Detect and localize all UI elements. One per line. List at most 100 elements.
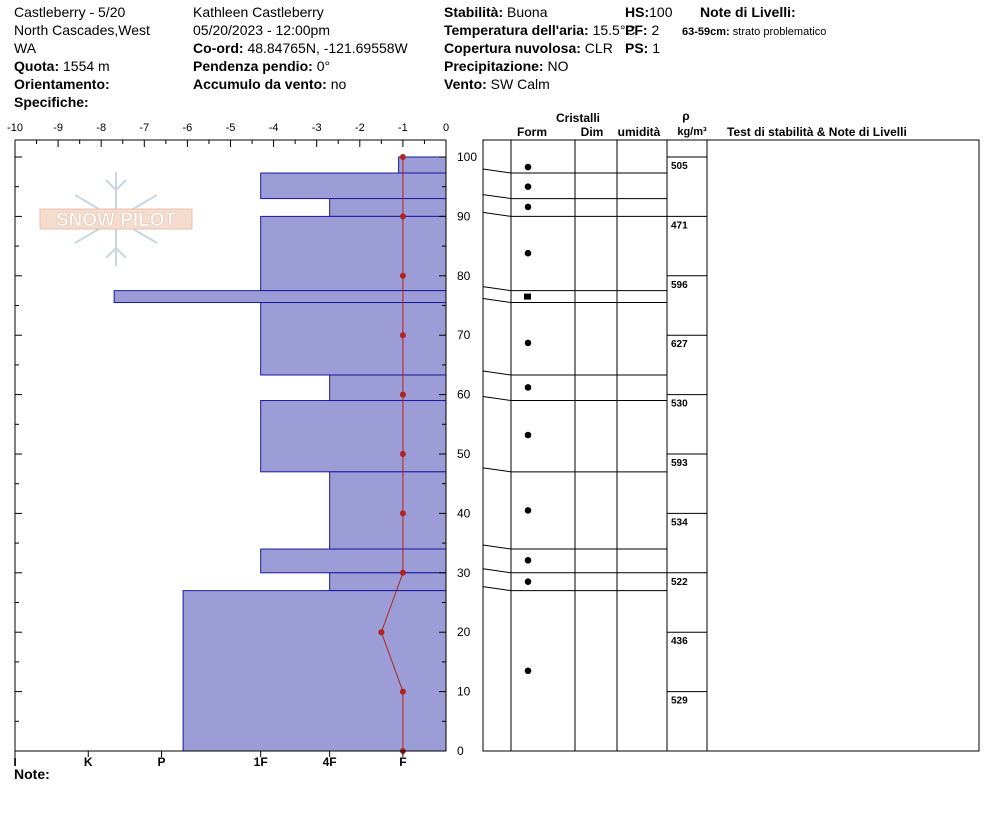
depth-tick-label: 100	[457, 150, 477, 164]
density-value: 529	[671, 696, 688, 707]
hardness-layer-bar	[329, 198, 447, 217]
depth-tick-label: 40	[457, 506, 471, 520]
vento-label: Vento:	[444, 76, 487, 92]
density-value: 505	[671, 161, 688, 172]
quota-row: Quota: 1554 m	[14, 57, 110, 75]
density-value: 522	[671, 577, 688, 588]
crystal-form-dot-icon	[524, 507, 532, 514]
layer-note-text: strato problematico	[732, 26, 827, 38]
accumulo-row: Accumulo da vento: no	[193, 75, 346, 93]
depth-tick-label: 60	[457, 388, 471, 402]
pf-row: PF: 2	[625, 21, 659, 39]
temperature-tick-label: -3	[312, 122, 322, 134]
coord-value: 48.84765N, -121.69558W	[247, 40, 408, 56]
temperature-point	[399, 688, 406, 695]
observation-datetime: 05/20/2023 - 12:00pm	[193, 22, 330, 38]
layer-table-frame	[482, 139, 980, 752]
orientamento-label: Orientamento:	[14, 76, 110, 92]
hs-value: 100	[649, 4, 673, 20]
layer-boundary-connector	[482, 168, 512, 174]
temperature-tick-label: -7	[139, 122, 149, 134]
hardness-layer-bar	[329, 374, 447, 402]
specifiche-label: Specifiche:	[14, 94, 89, 110]
vento-value: SW Calm	[490, 76, 550, 92]
temperature-point	[378, 629, 385, 636]
density-value: 627	[671, 339, 688, 350]
density-value: 593	[671, 458, 688, 469]
temp-label: Temperatura dell'aria:	[444, 22, 589, 38]
layer-boundary-connector	[482, 370, 512, 376]
hardness-tick-label: P	[158, 755, 166, 769]
vento-row: Vento: SW Calm	[444, 75, 550, 93]
header-form: Form	[517, 125, 547, 139]
temperature-point	[399, 272, 406, 279]
hardness-layer-bar	[182, 590, 447, 752]
crystal-form-dot-icon	[524, 578, 532, 586]
ps-value: 1	[652, 40, 661, 56]
layer-note: 63-59cm: strato problematico	[682, 23, 826, 41]
crystal-form-dot-icon	[524, 557, 532, 564]
depth-tick-label: 80	[457, 269, 471, 283]
crystal-form-dot-icon	[524, 203, 532, 211]
quota-value: 1554 m	[63, 58, 110, 74]
hardness-layer-bar	[329, 471, 447, 550]
hardness-layer-bar	[260, 215, 447, 292]
density-value: 530	[671, 399, 688, 410]
density-value: 436	[671, 636, 688, 647]
hardness-layer-bar	[260, 400, 447, 473]
header-rho: ρ	[682, 109, 689, 123]
snowpilot-logo: SNOW PILOT	[39, 172, 193, 266]
temperature-tick-label: -1	[398, 122, 408, 134]
site-name: Castleberry - 5/20	[14, 4, 126, 20]
crystal-form-dot-icon	[524, 667, 532, 675]
depth-tick-label: 10	[457, 685, 471, 699]
pendenza-row: Pendenza pendio: 0°	[193, 57, 330, 75]
hardness-tick-label: K	[84, 755, 93, 769]
stabilita-value: Buona	[507, 4, 548, 20]
temperature-tick-label: -9	[53, 122, 63, 134]
temperature-tick-label: -10	[7, 122, 23, 134]
temp-value: 15.5°C	[592, 22, 636, 38]
layer-boundary-connector	[482, 467, 512, 473]
hs-row: HS:100	[625, 3, 672, 21]
hardness-tick-label: 4F	[323, 755, 337, 769]
stabilita-row: Stabilità: Buona	[444, 3, 548, 21]
logo-text: SNOW PILOT	[56, 210, 177, 231]
layer-boundary-connector	[482, 194, 512, 200]
depth-tick-label: 30	[457, 566, 471, 580]
density-value: 534	[671, 517, 688, 528]
note-livelli-label: Note di Livelli:	[700, 4, 796, 20]
layer-boundary-connector	[482, 286, 512, 292]
location-line-1: North Cascades,West	[14, 22, 150, 38]
temperature-tick-label: -6	[183, 122, 193, 134]
density-value: 471	[671, 220, 688, 231]
copertura-row: Copertura nuvolosa: CLR	[444, 39, 613, 57]
depth-tick-label: 0	[457, 744, 464, 758]
ps-row: PS: 1	[625, 39, 660, 57]
orientamento-row: Orientamento:	[14, 75, 110, 93]
layer-boundary-connector	[482, 211, 512, 217]
layer-boundary-connector	[482, 298, 512, 304]
crystal-form-dot-icon	[524, 163, 532, 171]
crystal-form-dot-icon	[524, 249, 532, 257]
temperature-tick-label: -5	[226, 122, 236, 134]
header-dim: Dim	[581, 125, 604, 139]
ps-label: PS:	[625, 40, 649, 56]
hardness-layer-bar	[329, 572, 447, 592]
layer-boundary-connector	[482, 396, 512, 402]
precip-row: Precipitazione: NO	[444, 57, 568, 75]
crystal-form-dot-icon	[524, 183, 532, 190]
hardness-tick-label: 1F	[254, 755, 268, 769]
temperature-point	[399, 391, 406, 398]
temperature-point	[399, 213, 406, 220]
pendenza-value: 0°	[316, 58, 331, 74]
observer-name: Kathleen Castleberry	[193, 4, 324, 20]
quota-label: Quota:	[14, 58, 60, 74]
depth-tick-label: 50	[457, 447, 471, 461]
temperature-tick-label: 0	[443, 122, 449, 134]
layer-boundary-connector	[482, 544, 512, 550]
crystal-form-square-icon	[524, 293, 531, 300]
hs-label: HS:	[625, 4, 650, 20]
temperature-point	[399, 154, 406, 160]
crystal-form-dot-icon	[524, 384, 532, 391]
